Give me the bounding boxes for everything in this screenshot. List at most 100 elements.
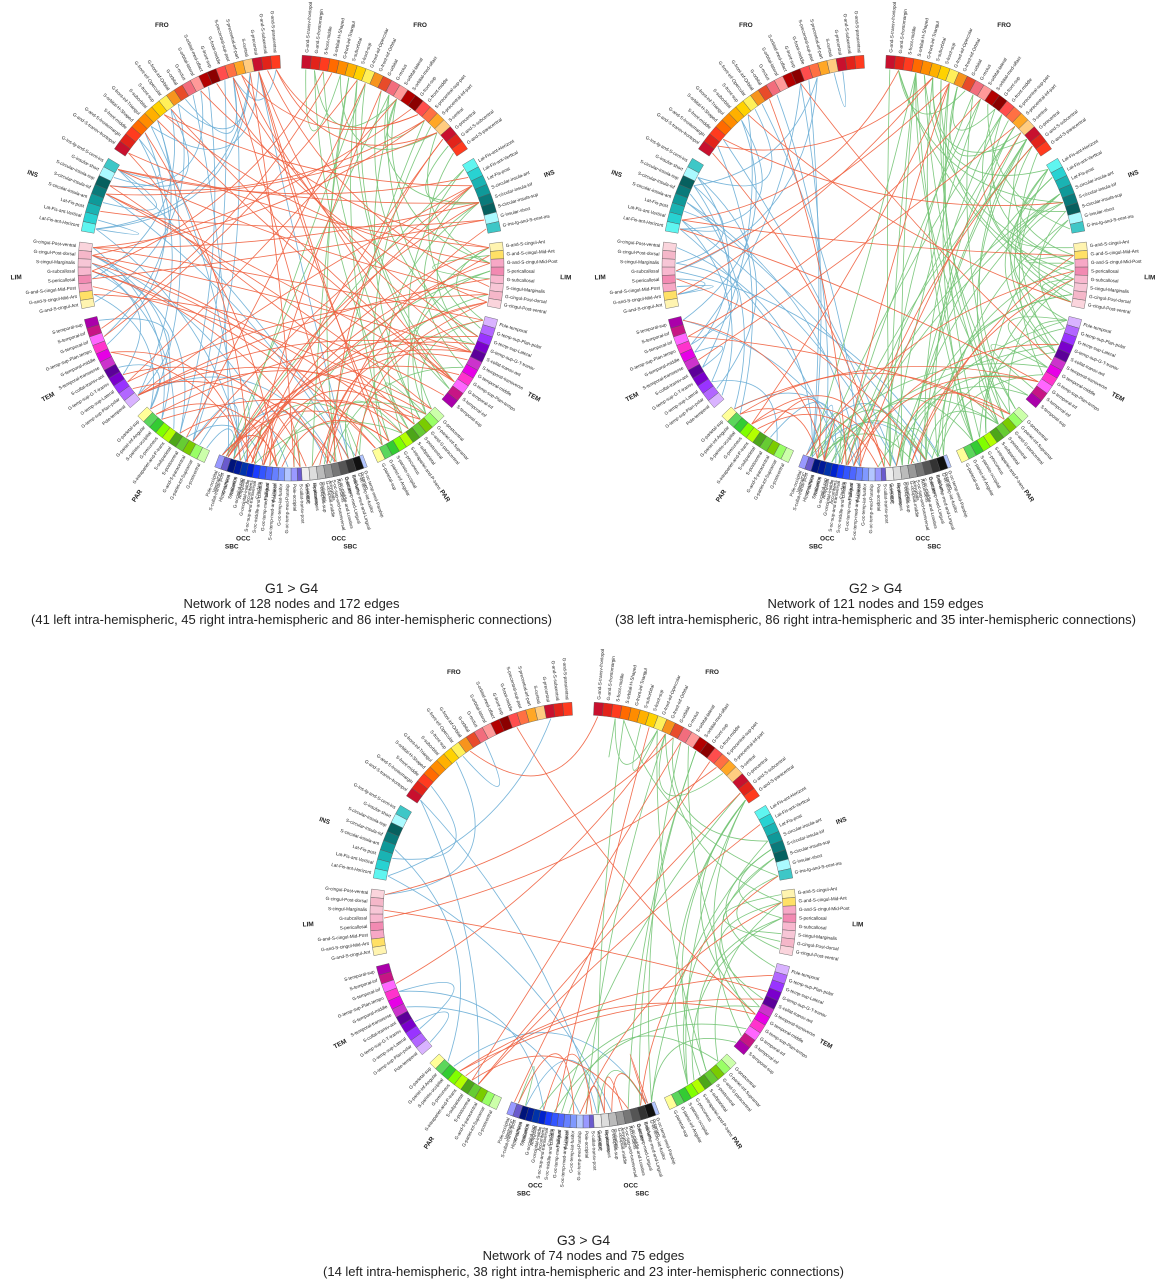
connection-edge <box>568 1035 719 1114</box>
region-label: G-oc-temp-med-Lingual <box>552 1129 562 1178</box>
connection-edge <box>106 139 166 345</box>
connection-edge <box>932 77 1027 153</box>
ring-segment-par <box>441 1064 457 1080</box>
connection-edge <box>1004 177 1056 353</box>
connection-edge <box>817 114 1003 459</box>
region-label: Putamen <box>651 1118 662 1137</box>
connection-edge <box>93 120 425 249</box>
region-label: S-cingul-Marginalis <box>1090 285 1130 294</box>
region-label: G-and-S-cingul-Ant <box>506 239 546 248</box>
caption-title: G3 > G4 <box>556 1232 611 1248</box>
region-label: VentralDC <box>304 483 311 505</box>
connection-edge <box>632 724 658 771</box>
connection-edge <box>102 169 157 211</box>
connection-edge <box>305 69 341 132</box>
region-label: G-cuneus <box>805 474 816 495</box>
ring-segment-fro <box>743 787 760 804</box>
region-label: Caudate <box>636 1123 645 1141</box>
ring-segment-par <box>372 447 386 463</box>
ring-segment-tem <box>702 385 719 402</box>
ring-segment-lim <box>370 888 385 899</box>
ring-segment-ins <box>98 166 116 182</box>
region-label: Amygdala <box>620 1127 629 1148</box>
region-label: G-subcallosal <box>507 277 535 284</box>
connection-edge <box>1033 319 1068 361</box>
region-label: Putamen <box>856 483 862 502</box>
ring-segment-lim <box>370 929 385 940</box>
lobe-label-fro: FRO <box>739 22 753 29</box>
connection-edge <box>185 77 237 134</box>
connectogram-g2: G-and-S-transv-frontopol G-and-S-frontoma… <box>594 2 1155 551</box>
ring-segment-occ <box>214 454 226 470</box>
region-label: S-central <box>825 38 834 57</box>
region-label: Accumbens <box>537 1126 546 1151</box>
region-label: G-and-S-cingul-Mid-Ant <box>613 294 662 305</box>
ring-segment-ins <box>669 202 685 216</box>
region-label: G-occipital-sup <box>610 1129 619 1160</box>
connection-edge <box>106 193 432 410</box>
region-label: Pole-occipital <box>292 484 297 511</box>
connection-edge <box>679 120 763 230</box>
ring-segment-occ <box>582 1114 590 1129</box>
region-label: G-occipital-sup <box>232 477 244 508</box>
ring-segment-fro <box>1035 140 1052 157</box>
connection-edge <box>132 381 337 463</box>
ring-segment-fro <box>750 89 766 107</box>
connection-edge <box>258 71 390 442</box>
connection-edge <box>676 278 706 295</box>
connection-edge <box>267 70 490 288</box>
ring-segment-fro <box>206 68 221 85</box>
ring-segment-fro <box>198 71 213 89</box>
ring-segment-fro <box>826 58 839 74</box>
ring-segment-occ <box>861 467 870 482</box>
connection-edge <box>671 737 768 842</box>
connection-edge <box>312 301 488 467</box>
region-label: G-cingul-Post-dorsal <box>618 249 660 257</box>
lobe-label-tem: TEM <box>526 391 541 404</box>
region-label: G-cingul-Post-ventral <box>325 886 368 895</box>
connection-edge <box>163 114 473 187</box>
ring-segment-tem <box>84 316 100 329</box>
connection-edge <box>392 785 457 860</box>
ring-segment-par <box>739 422 755 438</box>
connection-edge <box>1013 202 1068 321</box>
connection-edge <box>355 319 484 457</box>
edges-layer <box>383 716 783 1115</box>
connection-edge <box>258 71 455 383</box>
lobe-label-occ: OCC <box>820 536 835 543</box>
connection-edge <box>150 370 427 415</box>
ring-segment-fro <box>790 68 805 85</box>
ring-segment-fro <box>885 55 896 70</box>
ring-segment-sbc <box>323 463 334 479</box>
region-label: S-collat-transv-post <box>591 1131 598 1171</box>
connection-edge <box>462 741 500 787</box>
ring-segment-tem <box>384 987 401 1002</box>
ring-segment-ins <box>665 221 681 234</box>
ring-segment-fro <box>808 62 822 79</box>
connection-edge <box>232 77 479 337</box>
ring-segment-occ <box>563 1113 572 1128</box>
region-label: S-calcarine <box>519 1123 530 1147</box>
connection-edge <box>106 132 438 196</box>
region-label: G-oc-temp-lat-fusifor <box>568 1130 575 1173</box>
connection-edge <box>838 193 1061 464</box>
region-label: G-and-S-cingul-Ant <box>331 949 371 961</box>
ring-segment-lim <box>77 250 92 260</box>
ring-segment-lim <box>369 905 384 915</box>
region-label: S-pericallosal <box>340 924 368 930</box>
connection-edge <box>831 397 999 463</box>
ring-segment-ins <box>777 868 793 881</box>
connection-edge <box>725 849 776 968</box>
ring-segment-par <box>467 1082 482 1099</box>
region-label: Pallidum <box>555 1129 562 1147</box>
connection-edge <box>407 247 490 425</box>
connection-edge <box>93 202 480 249</box>
ring-segment-lim <box>77 266 92 276</box>
region-label: G-front-inf-Orbital <box>438 706 462 738</box>
region-label: G-and-S-cingul-Mid-Ant <box>321 941 370 952</box>
ring-segment-tem <box>387 995 404 1010</box>
ring-segment-fro <box>114 140 131 157</box>
ring-segment-ins <box>85 202 101 216</box>
region-label: G-occipital-middle <box>325 480 336 518</box>
connection-edge <box>518 1053 575 1114</box>
